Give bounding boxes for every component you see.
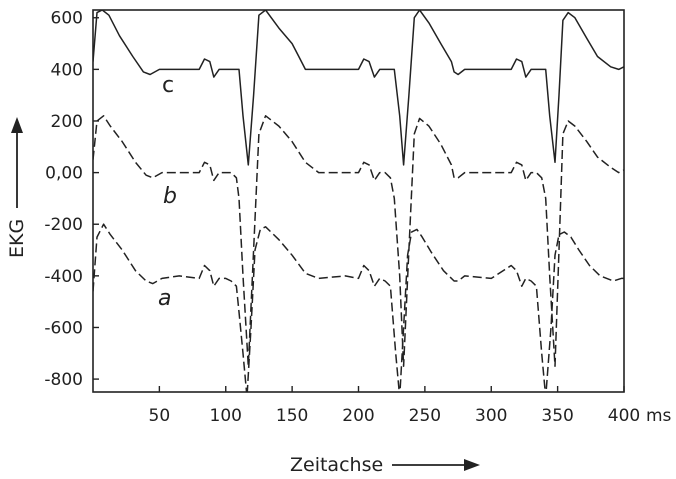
series-label-c: c (162, 73, 174, 98)
series-layer (93, 10, 624, 392)
series-line-c (93, 10, 624, 166)
y-tick-label: 400 (51, 60, 83, 80)
x-tick-label: 150 (276, 406, 308, 426)
y-tick-label: -800 (44, 370, 83, 390)
x-tick-label: 100 (210, 406, 242, 426)
y-tick-label: -600 (44, 318, 83, 338)
series-label-a: a (158, 286, 171, 311)
plot-frame (92, 9, 625, 393)
x-axis-arrow (392, 459, 480, 471)
series-label-b: b (163, 184, 177, 209)
x-tick-label: 350 (541, 406, 573, 426)
x-tick-label: 200 (342, 406, 374, 426)
y-tick-label: -200 (44, 215, 83, 235)
x-axis-ticks: 50 100 150 200 250 300 350 400 (149, 386, 640, 426)
y-axis-label: EKG (6, 219, 28, 258)
x-tick-label: 400 (608, 406, 640, 426)
series-line-b (93, 115, 624, 367)
series-line-a (93, 223, 624, 392)
x-tick-label: 50 (149, 406, 171, 426)
y-tick-label: 0,00 (45, 164, 83, 184)
x-tick-label: 300 (475, 406, 507, 426)
x-unit-label: ms (646, 406, 672, 426)
y-tick-label: -400 (44, 267, 83, 287)
x-axis-label: Zeitachse (290, 454, 383, 476)
y-tick-label: 200 (51, 112, 83, 132)
y-axis-arrow (11, 117, 23, 208)
y-tick-label: 600 (51, 9, 83, 29)
y-axis-ticks: 600 400 200 0,00 -200 -400 -600 -800 (44, 9, 99, 390)
x-tick-label: 250 (409, 406, 441, 426)
